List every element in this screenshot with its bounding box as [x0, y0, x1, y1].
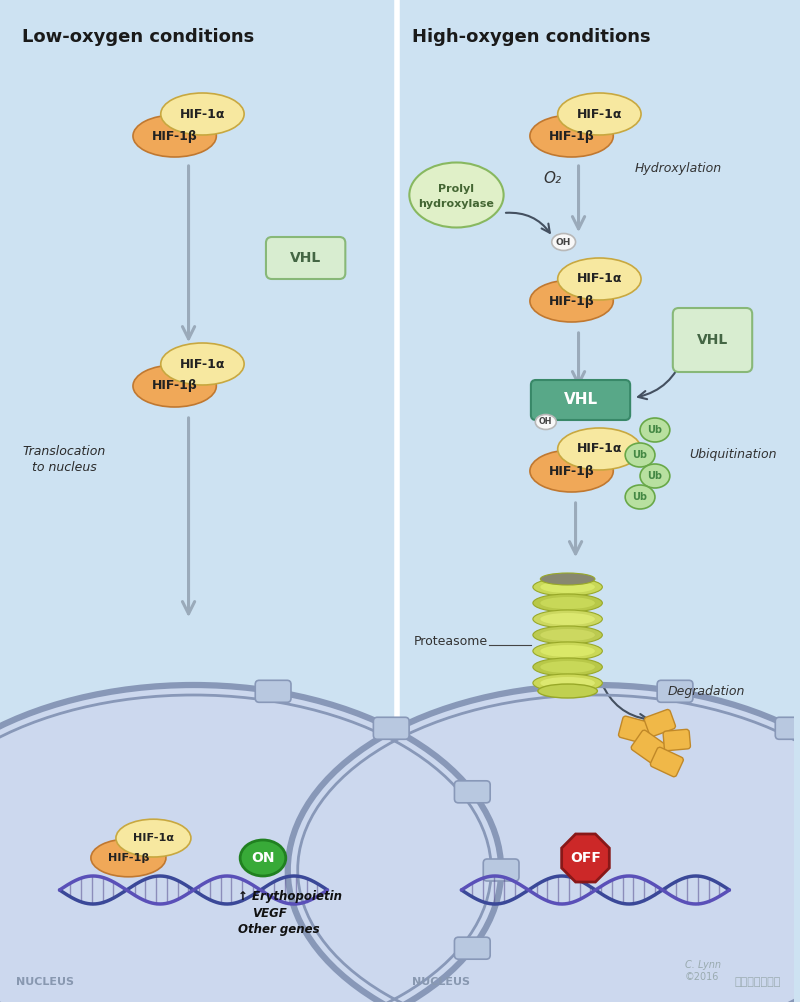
Ellipse shape	[625, 485, 655, 509]
FancyBboxPatch shape	[673, 308, 752, 372]
Text: Other genes: Other genes	[238, 923, 320, 936]
Text: HIF-1β: HIF-1β	[108, 853, 149, 863]
Text: HIF-1α: HIF-1α	[180, 358, 225, 371]
Text: High-oxygen conditions: High-oxygen conditions	[412, 28, 650, 46]
Ellipse shape	[533, 594, 602, 612]
Text: NUCLEUS: NUCLEUS	[16, 977, 74, 987]
Text: C. Lynn: C. Lynn	[685, 960, 721, 970]
Text: HIF-1β: HIF-1β	[152, 129, 198, 142]
Text: HIF-1α: HIF-1α	[577, 273, 622, 286]
Text: HIF-1β: HIF-1β	[549, 465, 594, 478]
FancyBboxPatch shape	[631, 730, 669, 766]
Ellipse shape	[540, 661, 595, 673]
Text: Translocation: Translocation	[23, 445, 106, 458]
FancyBboxPatch shape	[775, 717, 800, 739]
FancyBboxPatch shape	[374, 717, 409, 739]
Ellipse shape	[540, 645, 595, 657]
Ellipse shape	[530, 450, 614, 492]
Text: VEGF: VEGF	[252, 907, 287, 920]
Text: Ub: Ub	[647, 425, 662, 435]
Text: HIF-1α: HIF-1α	[180, 107, 225, 120]
FancyBboxPatch shape	[531, 380, 630, 420]
Ellipse shape	[161, 93, 244, 135]
Ellipse shape	[0, 685, 501, 1002]
Text: Prolyl: Prolyl	[438, 184, 474, 194]
Text: Proteasome: Proteasome	[414, 635, 488, 648]
Text: OH: OH	[556, 237, 571, 246]
Bar	[397, 0, 794, 1002]
Text: VHL: VHL	[290, 250, 322, 265]
Ellipse shape	[533, 642, 602, 660]
Text: ↑ Erythopoietin: ↑ Erythopoietin	[238, 890, 342, 903]
Text: HIF-1α: HIF-1α	[577, 443, 622, 456]
Ellipse shape	[240, 840, 286, 876]
Ellipse shape	[533, 658, 602, 676]
Ellipse shape	[533, 578, 602, 596]
Ellipse shape	[540, 629, 595, 641]
Ellipse shape	[133, 115, 216, 157]
Ellipse shape	[288, 685, 800, 1002]
Ellipse shape	[161, 343, 244, 385]
FancyBboxPatch shape	[483, 859, 519, 881]
Ellipse shape	[552, 233, 575, 250]
Ellipse shape	[558, 428, 641, 470]
Text: Low-oxygen conditions: Low-oxygen conditions	[22, 28, 254, 46]
Ellipse shape	[91, 839, 166, 877]
Text: Ubiquitination: Ubiquitination	[690, 448, 777, 461]
Ellipse shape	[133, 365, 216, 407]
FancyBboxPatch shape	[454, 781, 490, 803]
Text: HIF-1α: HIF-1α	[577, 107, 622, 120]
Text: NUCLEUS: NUCLEUS	[412, 977, 470, 987]
Text: Ub: Ub	[647, 471, 662, 481]
Ellipse shape	[558, 93, 641, 135]
Ellipse shape	[540, 573, 595, 585]
Text: ©2016: ©2016	[685, 972, 719, 982]
FancyBboxPatch shape	[266, 237, 346, 279]
Ellipse shape	[116, 820, 191, 857]
Text: O₂: O₂	[544, 171, 562, 186]
Text: Ub: Ub	[633, 492, 647, 502]
Text: VHL: VHL	[697, 333, 728, 347]
Text: to nucleus: to nucleus	[32, 461, 97, 474]
Text: Ub: Ub	[633, 450, 647, 460]
Ellipse shape	[540, 597, 595, 609]
Ellipse shape	[640, 464, 670, 488]
Text: HIF-1β: HIF-1β	[152, 380, 198, 393]
Ellipse shape	[410, 162, 504, 227]
Text: Degradation: Degradation	[668, 685, 746, 698]
Text: OFF: OFF	[570, 851, 601, 865]
Ellipse shape	[530, 280, 614, 322]
Ellipse shape	[625, 443, 655, 467]
FancyBboxPatch shape	[650, 747, 683, 777]
Ellipse shape	[540, 613, 595, 625]
Ellipse shape	[533, 610, 602, 628]
Text: ON: ON	[251, 851, 274, 865]
Ellipse shape	[535, 415, 556, 430]
Text: HIF-1α: HIF-1α	[133, 833, 174, 843]
Text: VHL: VHL	[563, 393, 598, 408]
Text: Hydroxylation: Hydroxylation	[635, 162, 722, 175]
Ellipse shape	[558, 258, 641, 300]
Ellipse shape	[640, 418, 670, 442]
Ellipse shape	[540, 581, 595, 593]
Text: HIF-1β: HIF-1β	[549, 295, 594, 308]
Text: 雪球：医药魔方: 雪球：医药魔方	[734, 977, 781, 987]
Text: hydroxylase: hydroxylase	[418, 199, 494, 209]
Ellipse shape	[540, 677, 595, 689]
Bar	[0, 0, 397, 1002]
FancyBboxPatch shape	[618, 716, 652, 743]
Ellipse shape	[530, 115, 614, 157]
Text: OH: OH	[539, 418, 553, 427]
FancyBboxPatch shape	[657, 680, 693, 702]
Ellipse shape	[533, 626, 602, 644]
Ellipse shape	[533, 674, 602, 692]
FancyBboxPatch shape	[644, 709, 675, 736]
FancyBboxPatch shape	[663, 729, 690, 750]
Text: HIF-1β: HIF-1β	[549, 129, 594, 142]
FancyBboxPatch shape	[454, 937, 490, 959]
FancyBboxPatch shape	[255, 680, 291, 702]
Ellipse shape	[538, 684, 598, 698]
